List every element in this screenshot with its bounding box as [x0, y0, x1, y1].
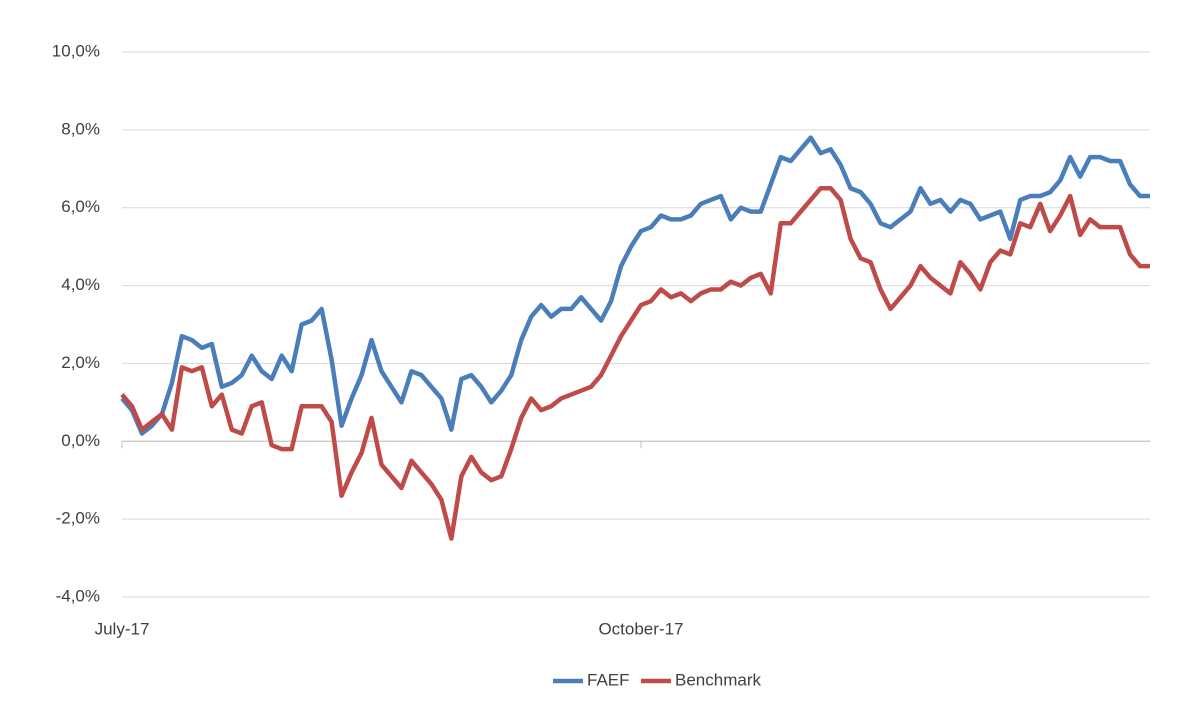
y-tick-label: 8,0% [61, 119, 100, 138]
y-tick-label: 0,0% [61, 431, 100, 450]
line-series [120, 186, 1150, 541]
y-tick-label: 6,0% [61, 197, 100, 216]
x-tick-label: October-17 [598, 619, 683, 638]
y-tick-label: 10,0% [52, 41, 100, 60]
legend-label: Benchmark [675, 670, 761, 689]
y-tick-label: -4,0% [56, 586, 100, 605]
y-tick-label: 4,0% [61, 275, 100, 294]
legend-label: FAEF [587, 670, 630, 689]
line-series [120, 135, 1150, 436]
y-tick-label: 2,0% [61, 353, 100, 372]
y-tick-label: -2,0% [56, 509, 100, 528]
x-tick-label: July-17 [95, 619, 150, 638]
